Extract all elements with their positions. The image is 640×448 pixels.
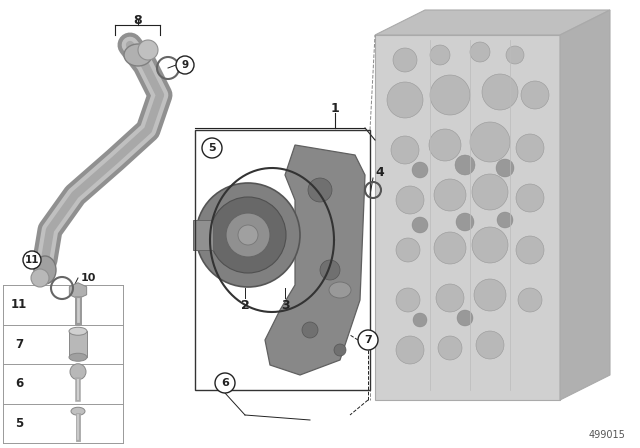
Text: 7: 7 (364, 335, 372, 345)
Circle shape (238, 225, 258, 245)
Bar (195, 130, 370, 390)
Circle shape (387, 82, 423, 118)
Circle shape (506, 46, 524, 64)
Circle shape (396, 238, 420, 262)
Circle shape (413, 313, 427, 327)
Circle shape (457, 310, 473, 326)
Ellipse shape (69, 353, 87, 361)
Text: 2: 2 (241, 298, 250, 311)
Circle shape (472, 174, 508, 210)
Text: 10: 10 (80, 273, 96, 283)
Circle shape (456, 213, 474, 231)
Circle shape (210, 197, 286, 273)
Circle shape (482, 74, 518, 110)
Bar (193, 220, 213, 250)
Circle shape (138, 40, 158, 60)
Text: 7: 7 (15, 338, 23, 351)
Text: 3: 3 (281, 298, 289, 311)
Circle shape (396, 288, 420, 312)
Text: 6: 6 (15, 377, 23, 390)
Circle shape (455, 155, 475, 175)
Ellipse shape (329, 282, 351, 298)
Circle shape (391, 136, 419, 164)
Polygon shape (69, 283, 86, 299)
Circle shape (470, 42, 490, 62)
Text: 499015: 499015 (588, 430, 625, 440)
Circle shape (202, 138, 222, 158)
Circle shape (516, 134, 544, 162)
Text: 4: 4 (376, 165, 385, 178)
Circle shape (70, 364, 86, 380)
Circle shape (429, 129, 461, 161)
Circle shape (393, 48, 417, 72)
Circle shape (196, 183, 300, 287)
Circle shape (430, 45, 450, 65)
Circle shape (516, 184, 544, 212)
Circle shape (496, 159, 514, 177)
Circle shape (436, 284, 464, 312)
Ellipse shape (34, 256, 56, 284)
Circle shape (396, 336, 424, 364)
Circle shape (176, 56, 194, 74)
Circle shape (430, 75, 470, 115)
Text: 6: 6 (221, 378, 229, 388)
Ellipse shape (124, 44, 152, 66)
Circle shape (497, 212, 513, 228)
Circle shape (31, 269, 49, 287)
Circle shape (434, 232, 466, 264)
Circle shape (358, 330, 378, 350)
Circle shape (412, 217, 428, 233)
Circle shape (23, 251, 41, 269)
Circle shape (396, 186, 424, 214)
Bar (69, 331, 87, 357)
Text: 8: 8 (134, 13, 142, 26)
Ellipse shape (69, 327, 87, 335)
Circle shape (412, 162, 428, 178)
Circle shape (334, 344, 346, 356)
Text: 11: 11 (11, 298, 27, 311)
Circle shape (434, 179, 466, 211)
Circle shape (438, 336, 462, 360)
Text: 9: 9 (181, 60, 189, 70)
Polygon shape (375, 10, 610, 35)
Circle shape (470, 122, 510, 162)
Polygon shape (375, 35, 560, 400)
Circle shape (472, 227, 508, 263)
Circle shape (215, 373, 235, 393)
Circle shape (474, 279, 506, 311)
Polygon shape (265, 145, 365, 375)
Text: 5: 5 (208, 143, 216, 153)
Text: 5: 5 (15, 417, 23, 430)
Text: 1: 1 (331, 102, 339, 115)
Circle shape (226, 213, 270, 257)
Circle shape (516, 236, 544, 264)
Circle shape (518, 288, 542, 312)
Polygon shape (560, 10, 610, 400)
Text: 11: 11 (25, 255, 39, 265)
Circle shape (476, 331, 504, 359)
Circle shape (302, 322, 318, 338)
Ellipse shape (71, 407, 85, 415)
Circle shape (521, 81, 549, 109)
Circle shape (308, 178, 332, 202)
Circle shape (320, 260, 340, 280)
